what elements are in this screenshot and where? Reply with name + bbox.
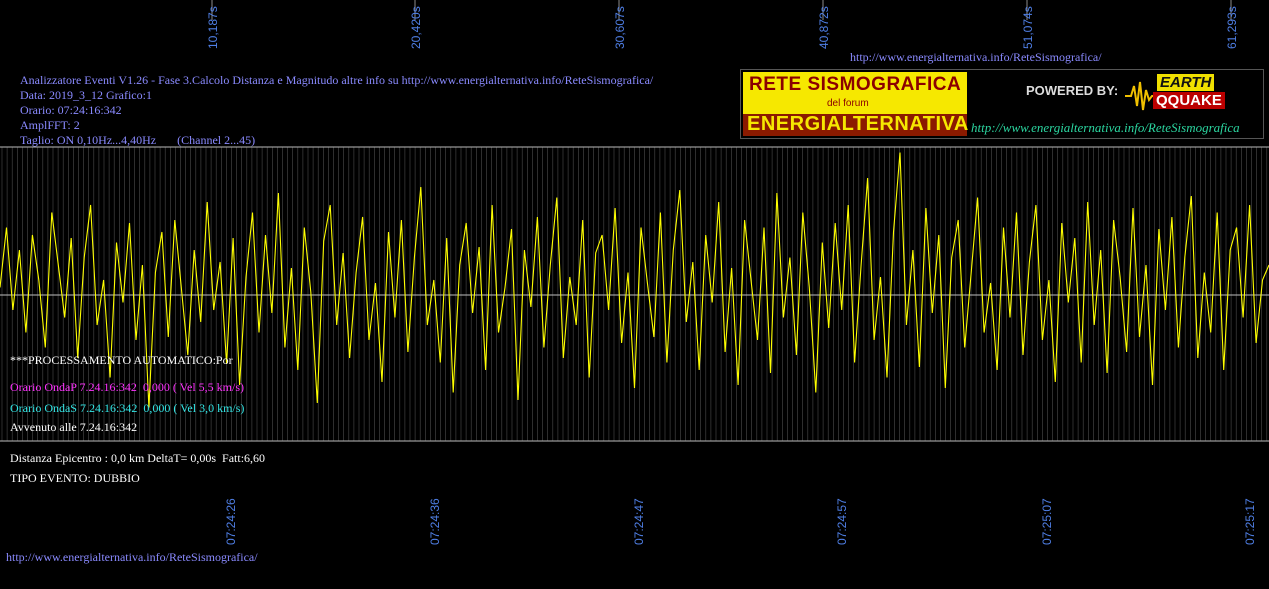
top-axis-tick-label: 20,420s	[409, 6, 423, 49]
plot-grid	[1, 0, 1268, 441]
logo-brand-bottom: QQUAKE	[1153, 92, 1225, 109]
footer-url[interactable]: http://www.energialternativa.info/ReteSi…	[6, 550, 258, 564]
top-axis-tick-label: 30,607s	[613, 6, 627, 49]
bottom-axis-tick-label: 07:24:47	[632, 498, 646, 545]
seismic-wave-icon	[1125, 81, 1157, 111]
bottom-axis-tick-label: 07:24:57	[835, 498, 849, 545]
info-line-data: Data: 2019_3_12 Grafico:1	[20, 88, 152, 102]
logo-red-band	[743, 114, 967, 136]
bottom-axis-tick-label: 07:24:36	[428, 498, 442, 545]
onda-s-line: Orario OndaS 7.24.16:342 0,000 ( Vel 3,0…	[10, 401, 245, 415]
signal-trace	[0, 152, 1269, 408]
top-axis-tick-label: 61,293s	[1225, 6, 1239, 49]
rete-sismografica-logo: RETE SISMOGRAFICA del forum ENERGIALTERN…	[740, 69, 1264, 139]
info-line-version: Analizzatore Eventi V1.26 - Fase 3.Calco…	[20, 73, 654, 87]
tipo-evento-line: TIPO EVENTO: DUBBIO	[10, 471, 140, 485]
bottom-axis-tick-label: 07:24:26	[224, 498, 238, 545]
logo-line1: RETE SISMOGRAFICA	[749, 74, 962, 95]
info-block: Analizzatore Eventi V1.26 - Fase 3.Calco…	[20, 73, 653, 148]
processing-title: ***PROCESSAMENTO AUTOMATICO:Por	[10, 353, 233, 367]
logo-url[interactable]: http://www.energialternativa.info/ReteSi…	[971, 120, 1240, 135]
avvenuto-line: Avvenuto alle 7.24.16:342	[10, 420, 138, 434]
info-line-orario: Orario: 07:24:16:342	[20, 103, 122, 117]
logo-powered-by: POWERED BY:	[1026, 83, 1119, 98]
signal-trace-group	[0, 152, 1269, 408]
plot-frame	[0, 146, 1269, 442]
bottom-axis-tick-label: 07:25:07	[1040, 498, 1054, 545]
info-line-amplfft: AmplFFT: 2	[20, 118, 80, 132]
logo-line2: del forum	[827, 98, 869, 109]
top-axis-tick-label: 51,074s	[1021, 6, 1035, 49]
top-axis-tick-label: 10,187s	[206, 6, 220, 49]
distanza-line: Distanza Epicentro : 0,0 km DeltaT= 0,00…	[10, 451, 266, 465]
top-axis-tick-label: 40,872s	[817, 6, 831, 49]
bottom-axis-tick-label: 07:25:17	[1243, 498, 1257, 545]
logo-brand-top: EARTH	[1157, 74, 1215, 91]
logo-line3: ENERGIALTERNATIVA	[747, 113, 969, 135]
onda-p-line: Orario OndaP 7.24.16:342 0,000 ( Vel 5,5…	[10, 380, 244, 394]
header-url[interactable]: http://www.energialternativa.info/ReteSi…	[850, 50, 1102, 64]
info-line-taglio: Taglio: ON 0,10Hz...4,40Hz (Channel 2...…	[20, 133, 256, 147]
